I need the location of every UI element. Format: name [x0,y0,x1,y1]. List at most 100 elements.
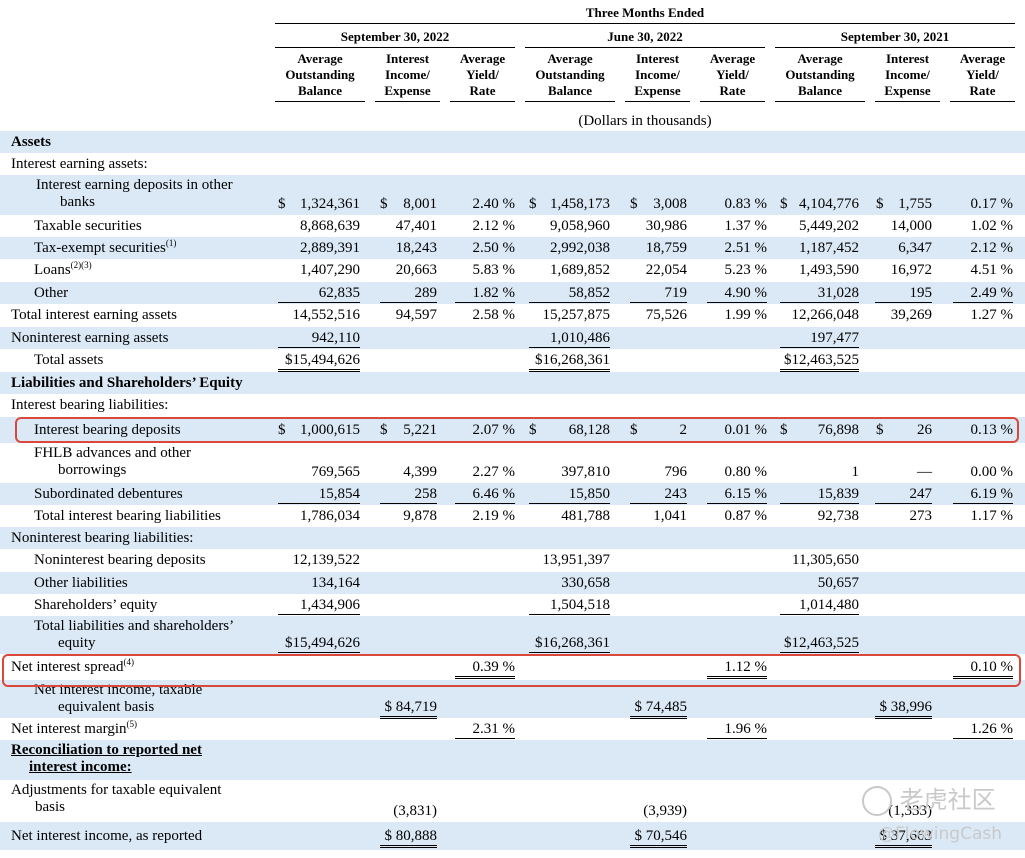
table-row: Shareholders’ equity 1,434,906 1,504,518 1,… [0,594,1025,616]
row-label: Net interest income, as reported [11,828,202,845]
footnote-ref: (1) [165,238,177,248]
cell-value: 481,788 [561,508,610,524]
table-row: Interest bearing liabilities: [0,394,1025,416]
footnote-ref: (2)(3) [70,260,92,270]
cell-value: 3,008 [653,196,687,212]
column-header-rule [275,101,365,102]
period-rule [525,47,765,48]
cell-value: 5.83 % [472,262,516,278]
table-row: Total interest bearing liabilities 1,786,… [0,505,1025,527]
row-label-text: Total interest earning assets [11,307,177,323]
column-header-line: Balance [547,83,593,98]
cell-value: 18,243 [395,240,437,256]
column-header-line: Rate [469,83,496,98]
cell-value: 1,000,615 [300,422,360,438]
row-label: Total liabilities and shareholders’ equit… [34,618,234,652]
cell-value: 58,852 [529,285,610,303]
cell-value: 4,399 [403,464,437,480]
cell-value: 14,000 [890,218,932,234]
cell-value: $ 70,546 [630,828,687,848]
cell-value: 2.12 % [472,218,516,234]
column-header-line: Yield/ [966,67,999,82]
table-row: Interest bearing deposits 1,000,615 $5,221… [0,417,1025,443]
row-label: Tax-exempt securities(1) [34,238,177,257]
cell-value: 258 [380,486,437,504]
column-header: Average Outstanding Balance [775,51,865,99]
column-header: Interest Income/Expense [375,51,440,99]
column-header-line: Rate [719,83,746,98]
cell-value: 12,266,048 [791,307,860,323]
row-label-text: Total assets [34,352,104,368]
currency-symbol: $ [780,422,788,438]
cell-value: 2.27 % [472,464,516,480]
cell-value: 2.50 % [472,240,516,256]
row-label: Total assets [34,352,103,369]
cell-value: 1.96 % [707,721,767,741]
row-label-text: Interest earning assets: [11,156,148,172]
column-header-line: Income/ [885,67,930,82]
cell-value: 4.51 % [970,262,1014,278]
cell-value: 12,139,522 [292,552,361,568]
row-label-text: Net interest margin [11,721,127,737]
row-label-text: Taxable securities [34,218,142,234]
table-row: Liabilities and Shareholders’ Equity [0,372,1025,394]
row-label: Total interest earning assets [11,307,177,324]
column-header-line: Average [459,51,506,66]
table-row: FHLB advances and other borrowings 769,565… [0,443,1025,483]
row-label-text: Subordinated debentures [34,486,183,502]
row-label: Interest bearing deposits [34,422,181,439]
cell-value: (1,333) [888,803,932,819]
table-row: Noninterest bearing liabilities: [0,527,1025,549]
currency-symbol: $ [380,196,388,212]
cell-value: 15,257,875 [542,307,611,323]
table-row: Assets [0,131,1025,153]
cell-value: 1.17 % [970,508,1014,524]
cell-value: 1,041 [653,508,687,524]
cell-value: 20,663 [395,262,437,278]
cell-value: 1,493,590 [799,262,859,278]
row-label: Other [34,285,68,302]
cell-value: 0.10 % [953,659,1013,679]
column-header-line: Expense [884,83,931,98]
cell-value: 75,526 [645,307,687,323]
table-row: Adjustments for taxable equivalent basis (… [0,780,1025,822]
cell-value: 942,110 [278,330,360,348]
row-label: Interest earning deposits in other banks [36,177,233,211]
cell-value: 1,755 [898,196,932,212]
currency-symbol: $ [529,422,537,438]
row-label-text: borrowings [58,462,127,478]
row-label: FHLB advances and other borrowings [34,445,191,479]
cell-value: 47,401 [395,218,437,234]
column-header-line: Average [547,51,593,66]
cell-value: 0.83 % [724,196,768,212]
currency-symbol: $ [876,196,884,212]
row-label: Adjustments for taxable equivalent basis [11,782,221,816]
period-jun-2022: June 30, 2022 [607,29,683,44]
cell-value: 92,738 [817,508,859,524]
cell-value: 14,552,516 [292,307,361,323]
column-header-line: Income/ [635,67,680,82]
column-header-line: Average [297,51,343,66]
column-header-line: Rate [969,83,996,98]
cell-value: 39,269 [890,307,932,323]
row-label: Net interest income, taxable equivalent b… [34,682,202,716]
table-row: Net interest spread(4) 0.39 % 1.12 % 0.10 % [0,654,1025,680]
table-row: Other 62,835 289 1.82 % 58,852 719 4.90 % 31,02… [0,282,1025,304]
row-label-text: equity [58,635,96,651]
table-row: Interest earning deposits in other banks 1… [0,175,1025,215]
cell-value: 50,657 [817,575,859,591]
column-header: Average Outstanding Balance [275,51,365,99]
cell-value: $ 37,663 [875,828,932,848]
cell-value: 11,305,650 [792,552,859,568]
row-label-text: basis [35,799,65,815]
currency-symbol: $ [278,196,286,212]
cell-value: 1,010,486 [529,330,610,348]
cell-value: 1,504,518 [529,597,610,615]
row-label: Net interest spread(4) [11,658,134,676]
cell-value: $16,268,361 [529,635,610,655]
cell-value: (3,831) [393,803,437,819]
cell-value: 8,868,639 [300,218,360,234]
cell-value: — [917,464,932,480]
currency-symbol: $ [780,196,788,212]
column-header-line: Interest [885,51,930,66]
